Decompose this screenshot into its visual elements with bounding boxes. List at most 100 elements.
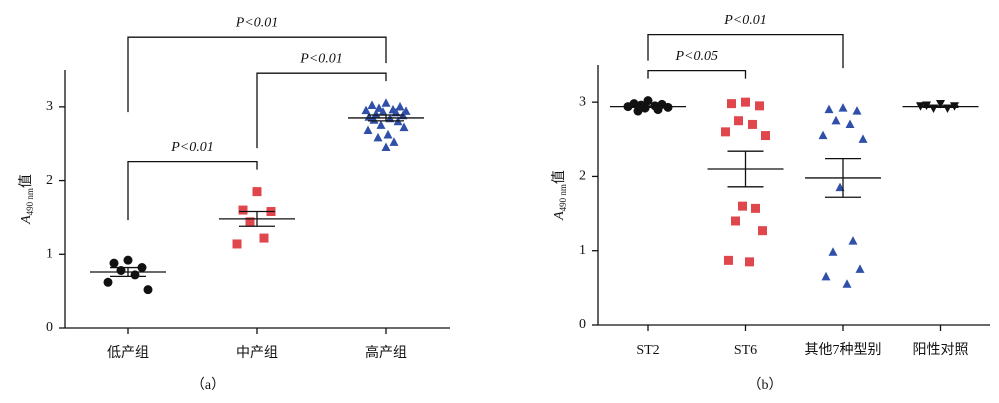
data-point [364, 112, 374, 121]
caption: （b） [748, 377, 783, 393]
significance-bracket [127, 160, 258, 221]
data-point [123, 255, 133, 265]
data-point [824, 104, 834, 114]
x-tick-label: 中产组 [236, 345, 278, 361]
significance-bracket [647, 34, 844, 69]
error-bar [630, 105, 666, 108]
y-tick-label: 3 [46, 99, 53, 114]
data-point [361, 105, 371, 115]
x-tick-label: 其他7种型别 [805, 342, 882, 358]
data-point [721, 127, 730, 137]
data-point [245, 217, 255, 227]
data-point [738, 201, 747, 211]
y-label-suffix: 值 [18, 174, 34, 188]
data-point [109, 258, 119, 268]
x-tick-label: ST2 [636, 343, 659, 358]
data-point [835, 182, 845, 192]
data-point [734, 116, 743, 126]
data-point [758, 226, 767, 236]
data-point [383, 129, 393, 139]
significance-label: P<0.01 [235, 15, 279, 30]
significance-bracket [127, 36, 387, 113]
data-point [238, 205, 248, 215]
y-tick-label: 0 [579, 317, 586, 332]
y-tick-label: 2 [46, 173, 53, 188]
data-point [395, 101, 405, 111]
data-point [831, 115, 841, 125]
significance-label: P<0.01 [299, 51, 343, 66]
data-point [130, 270, 140, 280]
data-point [381, 98, 391, 107]
error-bar [368, 114, 404, 122]
data-point [103, 277, 113, 287]
data-point [374, 103, 384, 112]
y-axis-label: A490 nm值 [18, 174, 35, 225]
data-point [391, 107, 401, 117]
data-point [399, 122, 409, 132]
y-tick-label: 3 [579, 94, 586, 109]
data-point [828, 247, 838, 256]
data-point [663, 102, 673, 112]
error-bar [727, 150, 764, 188]
error-bar [110, 266, 146, 278]
data-point [643, 96, 653, 106]
y-tick-label: 0 [46, 320, 53, 335]
data-point [852, 106, 862, 115]
data-point [373, 132, 383, 142]
data-point [633, 106, 643, 116]
data-point [755, 101, 764, 111]
significance-label: P<0.01 [723, 13, 767, 28]
data-point [367, 100, 377, 109]
data-point [381, 142, 391, 151]
data-point [761, 131, 770, 141]
data-point [848, 236, 858, 245]
data-point [232, 239, 242, 249]
error-bar [239, 210, 275, 227]
data-point [855, 264, 865, 273]
x-tick-label: 阳性对照 [913, 342, 969, 358]
data-point [731, 216, 740, 226]
data-point [748, 119, 757, 129]
data-point [369, 115, 379, 124]
x-tick-label: 低产组 [107, 345, 149, 361]
data-point [842, 279, 852, 288]
significance-label: P<0.01 [170, 140, 214, 155]
y-tick-label: 1 [579, 243, 586, 258]
data-point [363, 125, 373, 135]
error-bar [922, 105, 959, 108]
data-point [116, 266, 126, 276]
data-point [252, 187, 262, 197]
data-point [389, 137, 399, 146]
data-point [741, 97, 750, 107]
data-point [838, 103, 848, 112]
x-tick-label: ST6 [734, 343, 757, 358]
data-point [727, 99, 736, 109]
data-point [845, 119, 855, 129]
data-point [724, 255, 733, 265]
error-bar [825, 157, 861, 198]
significance-bracket [647, 70, 747, 79]
data-point [378, 107, 388, 116]
significance-label: P<0.05 [675, 49, 719, 64]
y-label-main: A [552, 211, 567, 221]
data-point [821, 271, 831, 281]
data-point [751, 203, 760, 213]
data-point [936, 100, 945, 109]
y-label-suffix: 值 [551, 170, 567, 184]
data-point [745, 257, 754, 267]
x-tick-label: 高产组 [365, 344, 407, 361]
data-point [818, 130, 828, 140]
caption: （a） [191, 377, 225, 393]
data-point [143, 285, 153, 295]
y-axis-label: A490 nm值 [551, 170, 568, 221]
y-label-main: A [19, 215, 34, 225]
data-point [376, 120, 386, 129]
data-point [259, 233, 269, 243]
significance-bracket [256, 72, 387, 149]
y-label-sub: 490 nm [558, 184, 568, 211]
y-label-sub: 490 nm [25, 188, 35, 215]
y-tick-label: 2 [579, 169, 586, 184]
y-tick-label: 1 [46, 247, 53, 262]
data-point [858, 134, 868, 143]
